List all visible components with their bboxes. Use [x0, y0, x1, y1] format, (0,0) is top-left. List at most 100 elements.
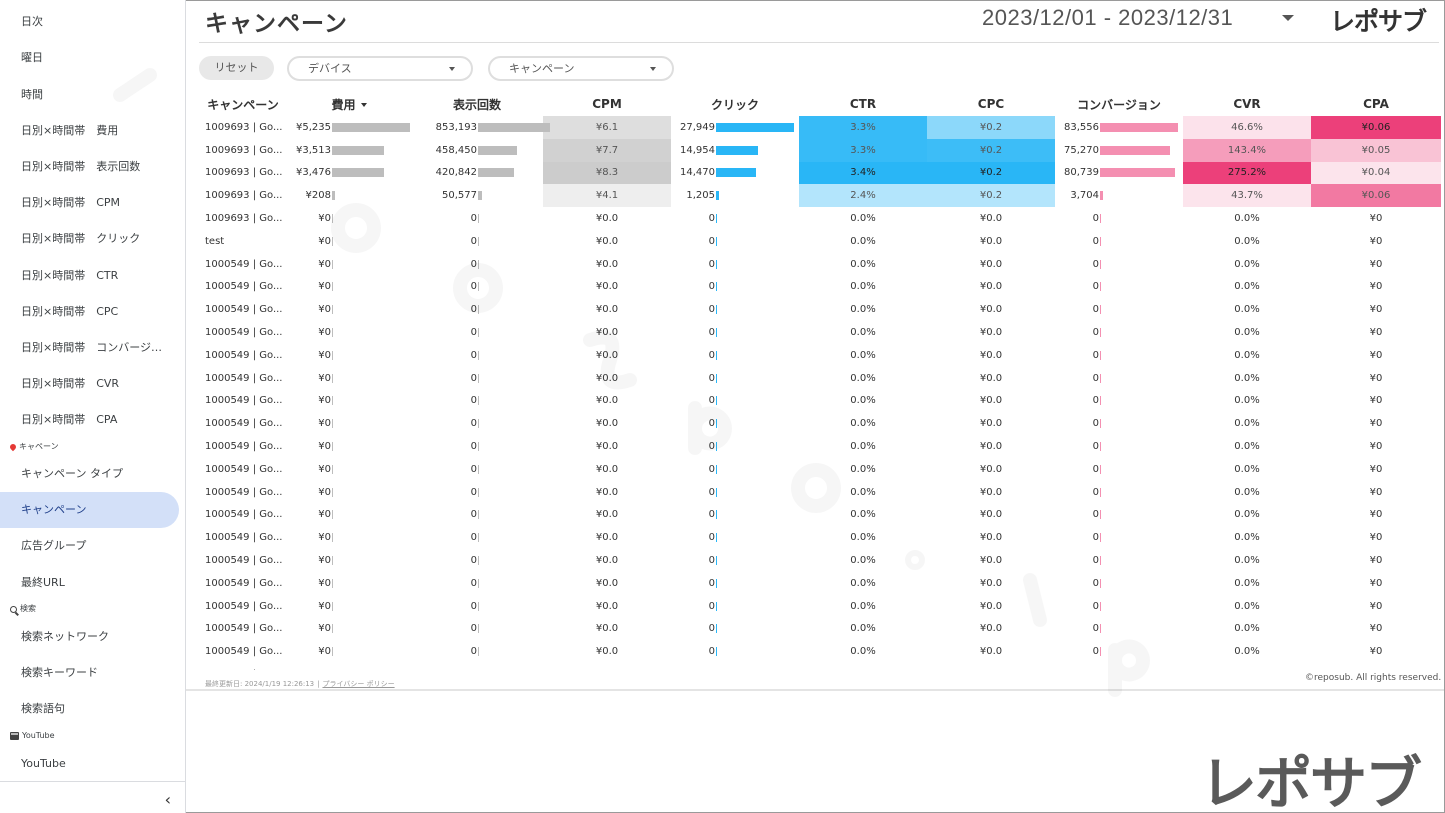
- cpc-cell: ¥0.0: [979, 327, 1003, 339]
- column-header-6[interactable]: CTR: [849, 97, 877, 111]
- cvr-cell: 0.0%: [1234, 258, 1260, 270]
- impressions-cell-wrap: 0: [411, 413, 543, 435]
- table-row[interactable]: 1000549 | Go... ¥0 0 ¥0.0 0 0.0% ¥0.0 0 0.0% ¥0: [199, 572, 1441, 595]
- impressions-cell-wrap: 0: [411, 641, 543, 663]
- column-header-9[interactable]: CVR: [1233, 97, 1261, 111]
- sidebar-item-9[interactable]: 日別×時間帯 CPC: [21, 305, 119, 318]
- cpc-cell: ¥0.0: [979, 213, 1003, 225]
- table-row[interactable]: 1000549 | Go... ¥0 0 ¥0.0 0 0.0% ¥0.0 0 0.0% ¥0: [199, 253, 1441, 276]
- sidebar-item-11[interactable]: 日別×時間帯 CVR: [21, 377, 120, 390]
- campaign-filter-dropdown[interactable]: キャンペーン: [488, 56, 674, 81]
- table-row[interactable]: 1009693 | Go... ¥0 0 ¥0.0 0 0.0% ¥0.0 0 0.0% ¥0: [199, 207, 1441, 230]
- cost-cell: ¥0: [287, 298, 411, 321]
- sidebar-item-3[interactable]: 時間: [21, 88, 43, 101]
- column-header-1[interactable]: キャンペーン: [207, 97, 279, 112]
- table-row[interactable]: 1009693 | Go... ¥3,476 420,842 ¥8.3 14,470 3.…: [199, 161, 1441, 185]
- column-header-10[interactable]: CPA: [1363, 97, 1389, 111]
- impressions-cell-bar: [478, 487, 479, 497]
- sidebar-item-6[interactable]: 日別×時間帯 CPM: [21, 196, 121, 209]
- table-row[interactable]: 1000549 | Go... ¥0 0 ¥0.0 0 0.0% ¥0.0 0 0.0% ¥0: [199, 276, 1441, 299]
- date-range-picker[interactable]: 2023/12/01 - 2023/12/31: [982, 5, 1234, 30]
- table-row[interactable]: 1000549 | Go... ¥0 0 ¥0.0 0 0.0% ¥0.0 0 0.0% ¥0: [199, 595, 1441, 618]
- sidebar-item-5[interactable]: 日別×時間帯 表示回数: [21, 160, 141, 173]
- cpm-cell: ¥6.1: [543, 116, 671, 139]
- impressions-cell: 0: [411, 367, 543, 390]
- column-header-8[interactable]: コンバージョン: [1077, 97, 1161, 112]
- sidebar-search-item-2[interactable]: 検索キーワード: [21, 666, 98, 679]
- device-filter-dropdown[interactable]: デバイス: [287, 56, 473, 81]
- table-row[interactable]: 1009693 | Go... ¥5,235 853,193 ¥6.1 27,949 3.…: [199, 116, 1441, 139]
- table-row[interactable]: 1000549 | Go... ¥0 0 ¥0.0 0 0.0% ¥0.0 0 0.0% ¥0: [199, 549, 1441, 572]
- column-header-7[interactable]: CPC: [977, 97, 1005, 111]
- sidebar-item-12[interactable]: 日別×時間帯 CPA: [21, 413, 118, 426]
- cvr-cell: 43.7%: [1183, 184, 1311, 208]
- clicks-cell-bar: [716, 396, 717, 406]
- table-row[interactable]: 1000549 | Go... ¥0 0 ¥0.0 0 0.0% ¥0.0 0 0.0% ¥0: [199, 367, 1441, 390]
- sidebar-item-10[interactable]: 日別×時間帯 コンバージョン: [21, 341, 173, 354]
- clicks-cell-value: 14,470: [680, 167, 715, 179]
- campaign-name: 1000549 | Go...: [205, 349, 283, 361]
- conversions-cell-wrap: 0: [1055, 527, 1183, 549]
- sidebar-item-7[interactable]: 日別×時間帯 クリック: [21, 232, 141, 245]
- table-row[interactable]: 1000549 | Go... ¥0 0 ¥0.0 0 0.0% ¥0.0 0 0.0% ¥0: [199, 458, 1441, 481]
- table-row[interactable]: 1000549 | Go... ¥0 0 ¥0.0 0 0.0% ¥0.0 0 0.0% ¥0: [199, 344, 1441, 367]
- column-header-5[interactable]: クリック: [710, 97, 759, 112]
- sidebar-youtube-item-1[interactable]: YouTube: [21, 757, 66, 770]
- sidebar-search-item-1[interactable]: 検索ネットワーク: [21, 630, 109, 643]
- table-row[interactable]: 1000549 | Go... ¥0 0 ¥0.0 0 0.0% ¥0.0 0 0.0% ¥0: [199, 481, 1441, 504]
- impressions-cell-bar: [478, 168, 514, 178]
- campaign-table-container[interactable]: キャンペーン 費用 表示回数 CPM クリック CTR CPC コンバージョン CVR CPA 1…: [199, 92, 1441, 670]
- table-row[interactable]: 1000557 | GA...¥00¥0.000.0%¥0.000.0%¥0: [199, 663, 1441, 670]
- sidebar-campaign-item-3[interactable]: 広告グループ: [21, 539, 87, 552]
- footer-divider: [186, 689, 1444, 691]
- campaign-name: 1000549 | Go...: [205, 532, 283, 544]
- table-row[interactable]: test ¥0 0 ¥0.0 0 0.0% ¥0.0 0 0.0% ¥0: [199, 230, 1441, 253]
- impressions-cell-value: 0: [470, 600, 477, 612]
- reset-button[interactable]: リセット: [199, 56, 274, 80]
- collapse-sidebar-button[interactable]: ‹: [164, 790, 171, 809]
- column-header-3[interactable]: 表示回数: [452, 97, 501, 112]
- table-row[interactable]: 1009693 | Go... ¥3,513 458,450 ¥7.7 14,954 3.…: [199, 138, 1441, 162]
- table-row[interactable]: 1009693 | Go... ¥208 50,577 ¥4.1 1,205 2.4% ¥0…: [199, 184, 1441, 208]
- table-row[interactable]: 1000549 | Go... ¥0 0 ¥0.0 0 0.0% ¥0.0 0 0.0% ¥0: [199, 321, 1441, 344]
- cost-cell: ¥0: [287, 390, 411, 413]
- conversions-cell-bar: [1100, 624, 1101, 634]
- sidebar-search-item-3[interactable]: 検索語句: [21, 702, 65, 715]
- table-row[interactable]: 1000549 | Go... ¥0 0 ¥0.0 0 0.0% ¥0.0 0 0.0% ¥0: [199, 298, 1441, 321]
- table-row[interactable]: 1000549 | Go... ¥0 0 ¥0.0 0 0.0% ¥0.0 0 0.0% ¥0: [199, 526, 1441, 549]
- impressions-cell-bar: [478, 556, 479, 566]
- table-row[interactable]: 1000549 | Go... ¥0 0 ¥0.0 0 0.0% ¥0.0 0 0.0% ¥0: [199, 504, 1441, 527]
- ctr-cell: 3.4%: [799, 161, 927, 185]
- conversions-cell-value: 0: [1055, 669, 1099, 670]
- cost-cell: ¥0: [287, 663, 411, 670]
- sidebar-campaign-item-1[interactable]: キャンペーン タイプ: [21, 467, 123, 480]
- impressions-cell-value: 420,842: [435, 167, 477, 179]
- youtube-icon: [10, 732, 19, 740]
- clicks-cell: 0: [671, 412, 799, 435]
- campaign-name: 1000557 | GA...: [199, 663, 287, 670]
- column-header-2[interactable]: 費用: [287, 92, 411, 116]
- sidebar-campaign-item-2[interactable]: キャンペーン: [0, 492, 179, 528]
- table-row[interactable]: 1000549 | Go... ¥0 0 ¥0.0 0 0.0% ¥0.0 0 0.0% ¥0: [199, 435, 1441, 458]
- conversions-cell-bar: [1100, 259, 1101, 269]
- cost-cell: ¥0: [287, 640, 411, 663]
- clicks-cell-value: 0: [708, 555, 715, 567]
- sidebar-campaign-item-4[interactable]: 最終URL: [21, 576, 65, 589]
- clicks-cell-bar: [716, 556, 717, 566]
- sidebar-item-4[interactable]: 日別×時間帯 費用: [21, 124, 119, 137]
- table-row[interactable]: 1000549 | Go... ¥0 0 ¥0.0 0 0.0% ¥0.0 0 0.0% ¥0: [199, 412, 1441, 435]
- brand-logo: レポサブ: [1330, 7, 1427, 36]
- date-range-caret-icon[interactable]: [1282, 15, 1294, 21]
- clicks-cell: 0: [671, 549, 799, 572]
- table-row[interactable]: 1000549 | Go... ¥0 0 ¥0.0 0 0.0% ¥0.0 0 0.0% ¥0: [199, 390, 1441, 413]
- sidebar-item-8[interactable]: 日別×時間帯 CTR: [21, 269, 119, 282]
- cvr-cell: 0.0%: [1234, 600, 1260, 612]
- privacy-policy-link[interactable]: プライバシー ポリシー: [322, 680, 395, 688]
- table-row[interactable]: 1000549 | Go... ¥0 0 ¥0.0 0 0.0% ¥0.0 0 0.0% ¥0: [199, 640, 1441, 663]
- table-row[interactable]: 1000549 | Go... ¥0 0 ¥0.0 0 0.0% ¥0.0 0 0.0% ¥0: [199, 618, 1441, 641]
- sidebar-item-1[interactable]: 日次: [21, 15, 43, 28]
- clicks-cell-bar: [716, 464, 717, 474]
- sidebar-item-2[interactable]: 曜日: [21, 51, 43, 64]
- column-header-4[interactable]: CPM: [592, 97, 622, 111]
- conversions-cell-value: 0: [1092, 235, 1099, 247]
